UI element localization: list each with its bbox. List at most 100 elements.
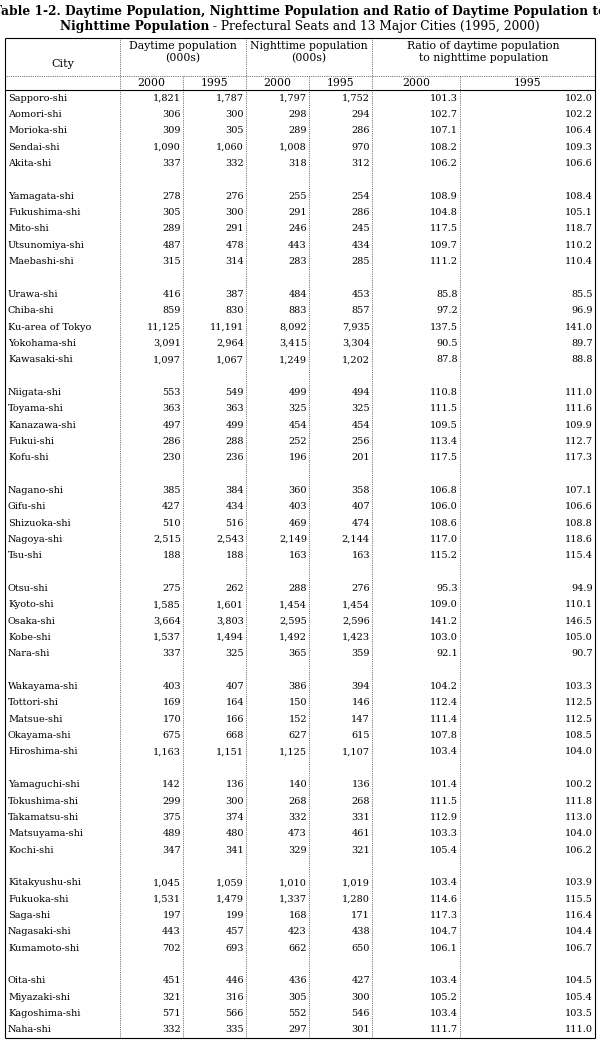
- Text: 650: 650: [352, 944, 370, 952]
- Text: Nighttime Population: Nighttime Population: [60, 20, 209, 33]
- Text: 1,585: 1,585: [153, 601, 181, 609]
- Text: 112.5: 112.5: [565, 699, 593, 707]
- Text: 2000: 2000: [263, 78, 292, 88]
- Text: 170: 170: [163, 714, 181, 724]
- Text: 256: 256: [352, 437, 370, 446]
- Text: Matsue-shi: Matsue-shi: [8, 714, 62, 724]
- Text: 103.4: 103.4: [430, 878, 458, 888]
- Text: 453: 453: [352, 290, 370, 298]
- Text: 11,191: 11,191: [210, 322, 244, 332]
- Text: Oita-shi: Oita-shi: [8, 976, 46, 986]
- Text: Naha-shi: Naha-shi: [8, 1025, 52, 1035]
- Text: 1,423: 1,423: [342, 633, 370, 642]
- Text: 427: 427: [351, 976, 370, 986]
- Text: Kobe-shi: Kobe-shi: [8, 633, 50, 642]
- Text: 2,543: 2,543: [216, 535, 244, 544]
- Text: 1,280: 1,280: [342, 895, 370, 903]
- Text: Kagoshima-shi: Kagoshima-shi: [8, 1009, 80, 1018]
- Text: Yamaguchi-shi: Yamaguchi-shi: [8, 780, 80, 790]
- Text: 262: 262: [226, 584, 244, 593]
- Text: Tottori-shi: Tottori-shi: [8, 699, 59, 707]
- Text: 140: 140: [289, 780, 307, 790]
- Text: Tokushima-shi: Tokushima-shi: [8, 797, 79, 805]
- Text: 106.4: 106.4: [565, 126, 593, 136]
- Text: Nagano-shi: Nagano-shi: [8, 486, 64, 495]
- Text: 494: 494: [352, 388, 370, 397]
- Text: 443: 443: [162, 927, 181, 937]
- Text: 108.2: 108.2: [430, 143, 458, 151]
- Text: 499: 499: [289, 388, 307, 397]
- Text: 363: 363: [163, 405, 181, 413]
- Text: 252: 252: [289, 437, 307, 446]
- Text: 3,664: 3,664: [153, 616, 181, 626]
- Text: 104.2: 104.2: [430, 682, 458, 692]
- Text: 375: 375: [163, 812, 181, 822]
- Text: 516: 516: [226, 518, 244, 528]
- Text: 546: 546: [352, 1009, 370, 1018]
- Text: 1,821: 1,821: [153, 94, 181, 102]
- Text: 107.1: 107.1: [430, 126, 458, 136]
- Text: Aomori-shi: Aomori-shi: [8, 110, 62, 119]
- Text: 111.2: 111.2: [430, 258, 458, 266]
- Text: 116.4: 116.4: [565, 911, 593, 920]
- Text: 117.5: 117.5: [430, 454, 458, 462]
- Text: Wakayama-shi: Wakayama-shi: [8, 682, 79, 692]
- Text: 109.0: 109.0: [430, 601, 458, 609]
- Text: 278: 278: [163, 192, 181, 200]
- Text: 96.9: 96.9: [571, 307, 593, 315]
- Text: 2,595: 2,595: [279, 616, 307, 626]
- Text: 109.5: 109.5: [430, 420, 458, 430]
- Text: 3,803: 3,803: [216, 616, 244, 626]
- Text: 168: 168: [289, 911, 307, 920]
- Text: Sendai-shi: Sendai-shi: [8, 143, 59, 151]
- Text: Kochi-shi: Kochi-shi: [8, 846, 53, 854]
- Text: Ratio of daytime population
to nighttime population: Ratio of daytime population to nighttime…: [407, 41, 560, 63]
- Text: 102.2: 102.2: [565, 110, 593, 119]
- Text: 113.4: 113.4: [430, 437, 458, 446]
- Text: 146.5: 146.5: [565, 616, 593, 626]
- Text: 487: 487: [163, 241, 181, 249]
- Text: 201: 201: [352, 454, 370, 462]
- Text: 1,067: 1,067: [216, 356, 244, 364]
- Text: 104.0: 104.0: [565, 829, 593, 839]
- Text: 87.8: 87.8: [436, 356, 458, 364]
- Text: 150: 150: [289, 699, 307, 707]
- Text: 1,337: 1,337: [279, 895, 307, 903]
- Text: 164: 164: [226, 699, 244, 707]
- Text: Chiba-shi: Chiba-shi: [8, 307, 55, 315]
- Text: 102.7: 102.7: [430, 110, 458, 119]
- Text: 117.0: 117.0: [430, 535, 458, 544]
- Text: 1,163: 1,163: [153, 748, 181, 756]
- Text: 111.0: 111.0: [565, 388, 593, 397]
- Text: Osaka-shi: Osaka-shi: [8, 616, 56, 626]
- Text: 163: 163: [289, 552, 307, 560]
- Text: 1,019: 1,019: [342, 878, 370, 888]
- Text: 245: 245: [352, 224, 370, 234]
- Text: 141.2: 141.2: [430, 616, 458, 626]
- Text: 163: 163: [352, 552, 370, 560]
- Text: 454: 454: [289, 420, 307, 430]
- Text: Hiroshima-shi: Hiroshima-shi: [8, 748, 77, 756]
- Text: 359: 359: [352, 650, 370, 658]
- Text: 2000: 2000: [402, 78, 430, 88]
- Text: 115.4: 115.4: [565, 552, 593, 560]
- Text: 469: 469: [289, 518, 307, 528]
- Text: 321: 321: [162, 993, 181, 1001]
- Text: 325: 325: [289, 405, 307, 413]
- Text: 109.7: 109.7: [430, 241, 458, 249]
- Text: 1,454: 1,454: [279, 601, 307, 609]
- Text: 111.5: 111.5: [430, 405, 458, 413]
- Text: 335: 335: [226, 1025, 244, 1035]
- Text: 329: 329: [289, 846, 307, 854]
- Text: 668: 668: [226, 731, 244, 741]
- Text: 108.4: 108.4: [565, 192, 593, 200]
- Text: 883: 883: [289, 307, 307, 315]
- Text: Kitakyushu-shi: Kitakyushu-shi: [8, 878, 81, 888]
- Text: 1,059: 1,059: [216, 878, 244, 888]
- Text: 662: 662: [289, 944, 307, 952]
- Text: Fukui-shi: Fukui-shi: [8, 437, 54, 446]
- Text: 436: 436: [289, 976, 307, 986]
- Text: Table 1-2. Daytime Population, Nighttime Population and Ratio of Daytime Populat: Table 1-2. Daytime Population, Nighttime…: [0, 5, 600, 18]
- Text: 347: 347: [162, 846, 181, 854]
- Text: 147: 147: [351, 714, 370, 724]
